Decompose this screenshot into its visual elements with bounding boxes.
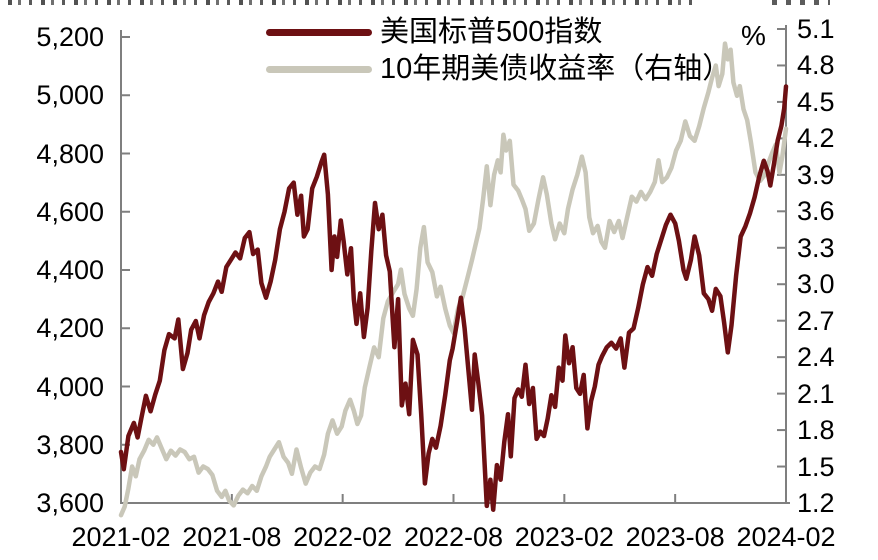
x-axis-tick-label: 2022-08: [403, 522, 504, 552]
left-axis-tick-label: 4,800: [36, 138, 104, 169]
right-axis-tick-label: 2.7: [797, 305, 835, 336]
right-axis-tick-label: 1.5: [797, 451, 835, 482]
right-axis-tick-label: 5.1: [797, 14, 835, 44]
legend-label-sp500: 美国标普500指数: [380, 16, 603, 48]
right-axis-tick-label: 4.2: [797, 123, 835, 154]
legend-line-swatch-ust10y: [266, 66, 372, 73]
series-line-sp500: [118, 84, 789, 512]
right-axis-tick-label: 2.1: [797, 378, 835, 409]
right-axis-tick-label: 3.6: [797, 196, 835, 227]
right-axis-tick-label: 2.4: [797, 342, 835, 373]
left-axis-tick-label: 4,000: [36, 371, 104, 402]
left-axis-tick-label: 4,600: [36, 196, 104, 227]
left-axis-tick-label: 5,200: [36, 22, 104, 52]
right-axis-tick-label: 1.2: [797, 488, 835, 518]
x-axis-tick-label: 2021-08: [182, 522, 282, 552]
x-axis-tick-label: 2023-02: [514, 522, 614, 552]
x-axis-tick-label: 2023-08: [625, 522, 725, 552]
legend-item-sp500: 美国标普500指数: [266, 14, 731, 51]
right-axis-tick-label: 3.3: [797, 232, 835, 263]
right-axis-unit-label: %: [741, 20, 766, 51]
right-axis-tick-label: 3.9: [797, 159, 835, 190]
right-axis-tick-label: 3.0: [797, 269, 835, 300]
x-axis-tick-label: 2021-02: [71, 522, 171, 552]
series-line-ust10y: [118, 41, 789, 518]
left-axis-tick-label: 5,000: [36, 80, 104, 111]
right-axis-tick-label: 4.5: [797, 86, 835, 117]
cropped-title-fragment-left: [8, 0, 692, 5]
chart-legend: 美国标普500指数 10年期美债收益率（右轴）: [266, 14, 731, 88]
legend-item-ust10y: 10年期美债收益率（右轴）: [266, 51, 731, 88]
x-axis-tick-label: 2024-02: [736, 522, 836, 552]
right-axis-tick-label: 4.8: [797, 50, 835, 81]
cropped-title-fragment-right: [772, 0, 830, 5]
left-axis-tick-label: 3,800: [36, 429, 104, 460]
legend-label-ust10y: 10年期美债收益率（右轴）: [380, 53, 732, 85]
left-axis-tick-label: 4,400: [36, 255, 104, 285]
right-axis-tick-label: 1.8: [797, 415, 835, 446]
left-axis-tick-label: 4,200: [36, 313, 104, 344]
legend-line-swatch-sp500: [266, 29, 372, 36]
left-axis-tick-label: 3,600: [36, 488, 104, 518]
x-axis-tick-label: 2022-02: [293, 522, 393, 552]
